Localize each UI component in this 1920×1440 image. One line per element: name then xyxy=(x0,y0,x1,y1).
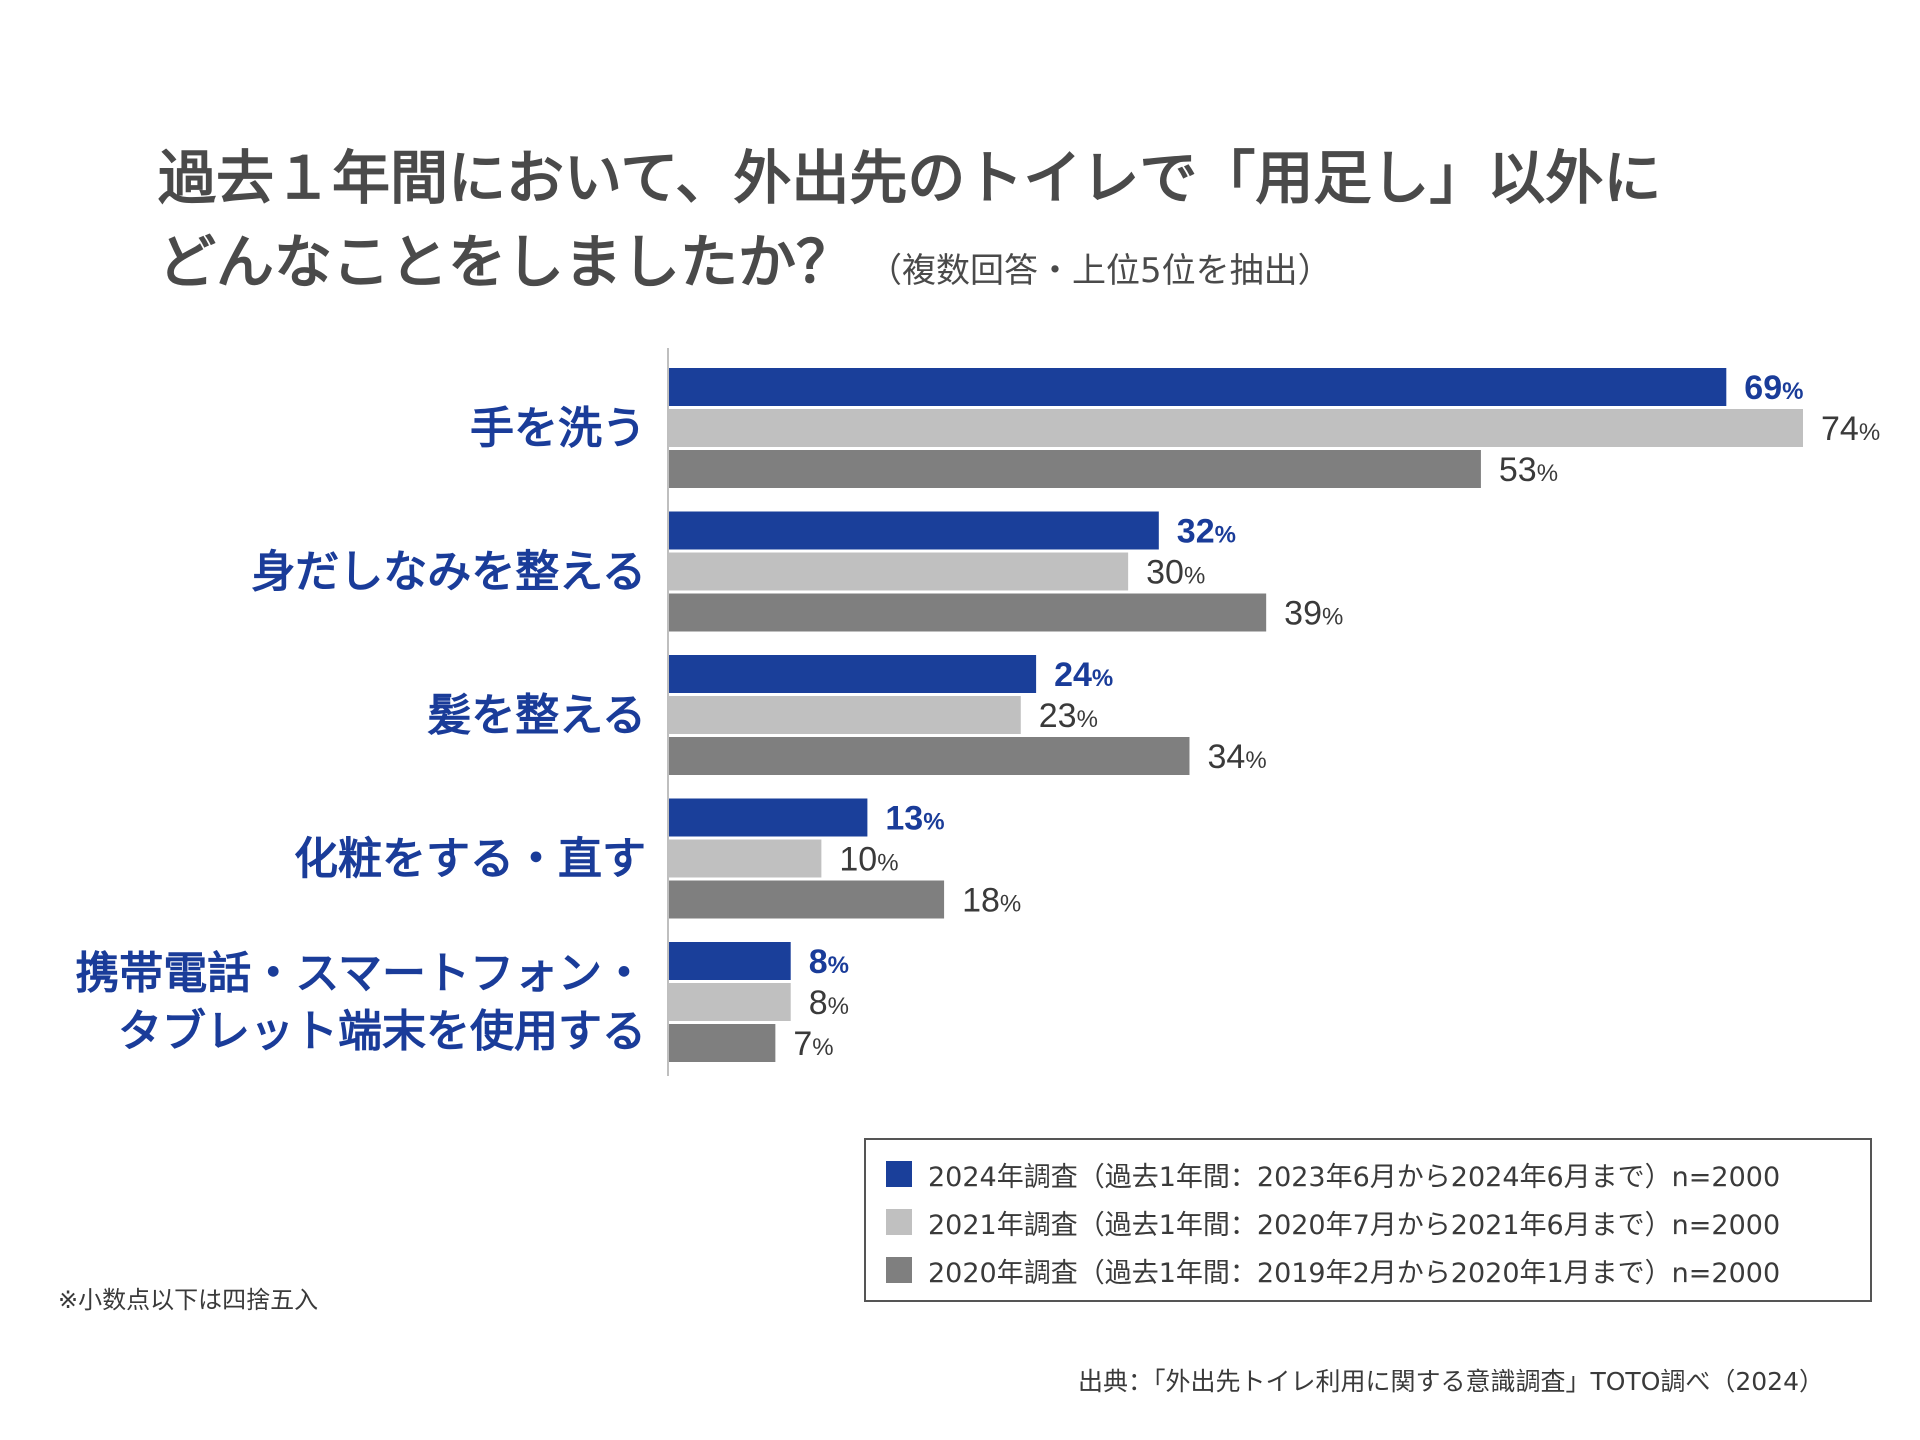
data-label: 39% xyxy=(1284,595,1343,633)
legend-item-2024: 2024年調査（過去1年間：2023年6月から2024年6月まで）n=2000 xyxy=(886,1154,1780,1194)
legend-label-2024: 2024年調査（過去1年間：2023年6月から2024年6月まで）n=2000 xyxy=(928,1161,1781,1193)
bar xyxy=(668,983,791,1021)
title-line-1: 過去１年間において、外出先のトイレで「用足し」以外に xyxy=(158,144,1662,212)
title-subtitle: （複数回答・上位5位を抽出） xyxy=(868,251,1332,291)
data-label: 74% xyxy=(1821,410,1880,448)
legend-label-2021: 2021年調査（過去1年間：2020年7月から2021年6月まで）n=2000 xyxy=(928,1209,1781,1241)
data-label: 32% xyxy=(1177,513,1236,551)
data-label: 30% xyxy=(1146,554,1205,592)
bar xyxy=(668,880,945,919)
data-label: 24% xyxy=(1054,656,1113,694)
bar xyxy=(668,552,1129,591)
chart-legend: 2024年調査（過去1年間：2023年6月から2024年6月まで）n=2000 … xyxy=(864,1138,1872,1302)
bar xyxy=(668,696,1021,734)
category-label: タブレット端末を使用する xyxy=(118,1006,646,1057)
bar xyxy=(668,798,868,837)
bar xyxy=(668,511,1159,550)
legend-label-2020: 2020年調査（過去1年間：2019年2月から2020年1月まで）n=2000 xyxy=(928,1257,1781,1289)
bar xyxy=(668,593,1267,632)
bar xyxy=(668,737,1190,775)
legend-item-2020: 2020年調査（過去1年間：2019年2月から2020年1月まで）n=2000 xyxy=(886,1250,1780,1290)
bar xyxy=(668,1024,776,1062)
data-label: 69% xyxy=(1744,369,1803,407)
legend-swatch-2024 xyxy=(886,1161,912,1187)
bar xyxy=(668,839,822,878)
category-label: 髪を整える xyxy=(427,690,646,741)
rounding-note: ※小数点以下は四捨五入 xyxy=(58,1286,319,1314)
chart-title: 過去１年間において、外出先のトイレで「用足し」以外に どんなことをしましたか？ （… xyxy=(158,136,1858,313)
legend-swatch-2020 xyxy=(886,1257,912,1283)
data-label: 34% xyxy=(1207,738,1266,776)
category-label: 身だしなみを整える xyxy=(251,547,646,598)
legend-item-2021: 2021年調査（過去1年間：2020年7月から2021年6月まで）n=2000 xyxy=(886,1202,1780,1242)
bar xyxy=(668,368,1727,406)
data-label: 7% xyxy=(793,1025,833,1063)
data-label: 10% xyxy=(839,841,898,879)
title-line-2: どんなことをしましたか？ （複数回答・上位5位を抽出） xyxy=(158,220,1858,313)
legend-swatch-2021 xyxy=(886,1209,912,1235)
bar xyxy=(668,450,1481,488)
data-label: 23% xyxy=(1039,697,1098,735)
data-label: 13% xyxy=(885,800,944,838)
source-citation: 出典：「外出先トイレ利用に関する意識調査」TOTO調べ（2024） xyxy=(1077,1367,1824,1396)
bar xyxy=(668,942,791,980)
bar xyxy=(668,409,1803,447)
bar xyxy=(668,655,1037,693)
data-label: 8% xyxy=(809,943,849,981)
title-line-2-text: どんなことをしましたか？ xyxy=(158,228,855,296)
data-label: 53% xyxy=(1499,451,1558,489)
data-label: 18% xyxy=(962,882,1021,920)
category-label: 携帯電話・スマートフォン・ xyxy=(75,948,646,999)
category-label: 手を洗う xyxy=(470,403,646,454)
data-label: 8% xyxy=(809,984,849,1022)
category-label: 化粧をする・直す xyxy=(294,834,646,885)
